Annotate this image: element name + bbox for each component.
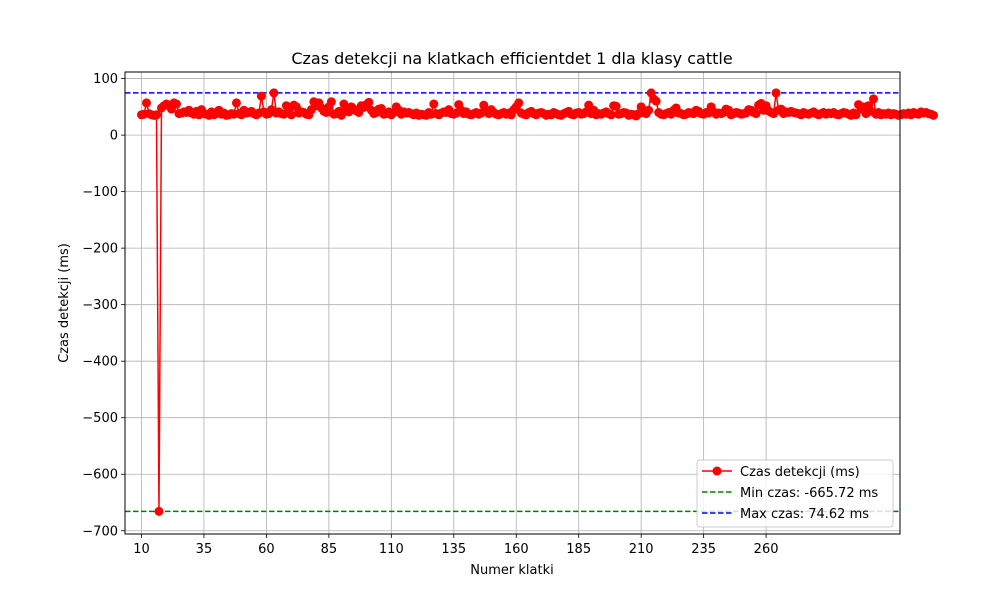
data-point xyxy=(279,109,289,119)
y-tick-label: 0 xyxy=(110,129,118,144)
y-tick-label: −200 xyxy=(82,242,118,257)
data-point xyxy=(869,94,879,104)
x-tick-label: 235 xyxy=(691,542,716,557)
x-tick-label: 260 xyxy=(754,542,779,557)
data-point xyxy=(154,506,164,516)
x-axis-label: Numer klatki xyxy=(470,563,553,578)
data-point xyxy=(286,110,296,120)
legend-box xyxy=(696,459,894,528)
data-point xyxy=(336,110,346,120)
plot-frame xyxy=(124,71,901,535)
x-tick-label: 85 xyxy=(321,542,338,557)
data-point xyxy=(514,98,524,108)
data-point xyxy=(606,110,616,120)
data-point xyxy=(644,105,654,115)
y-tick-label: −600 xyxy=(82,468,118,483)
legend-max-label: Max czas: 74.62 ms xyxy=(740,507,869,522)
x-tick-label: 135 xyxy=(441,542,466,557)
x-tick-label: 160 xyxy=(504,542,529,557)
legend-series-marker xyxy=(712,466,722,476)
data-point xyxy=(256,91,266,101)
data-point xyxy=(651,96,661,106)
data-point xyxy=(171,99,181,109)
data-point xyxy=(231,98,241,108)
y-tick-label: −300 xyxy=(82,298,118,313)
data-point xyxy=(364,97,374,107)
data-point xyxy=(611,101,621,111)
legend: Czas detekcji (ms) Min czas: -665.72 ms … xyxy=(696,459,894,528)
data-point xyxy=(269,88,279,98)
x-tick-label: 10 xyxy=(133,542,150,557)
x-tick-label: 60 xyxy=(258,542,275,557)
y-axis-label: Czas detekcji (ms) xyxy=(57,243,72,363)
x-tick-label: 210 xyxy=(629,542,654,557)
y-tick-label: −100 xyxy=(82,185,118,200)
chart-title: Czas detekcji na klatkach efficientdet 1… xyxy=(291,49,732,68)
y-tick-label: 100 xyxy=(93,72,118,87)
data-point xyxy=(326,97,336,107)
data-point xyxy=(771,88,781,98)
reference-lines xyxy=(125,92,900,513)
y-tick-label: −700 xyxy=(82,524,118,539)
data-point xyxy=(151,110,161,120)
series-layer xyxy=(136,88,938,516)
x-tick-label: 110 xyxy=(379,542,404,557)
legend-series-label: Czas detekcji (ms) xyxy=(740,465,860,480)
y-tick-label: −500 xyxy=(82,411,118,426)
data-point xyxy=(928,110,938,120)
data-point xyxy=(751,109,761,119)
y-axis-ticks: 100 0 −100 −200 −300 −400 −500 −600 −700 xyxy=(82,72,125,539)
data-point xyxy=(429,99,439,109)
y-tick-label: −400 xyxy=(82,355,118,370)
x-tick-label: 185 xyxy=(566,542,591,557)
legend-min-label: Min czas: -665.72 ms xyxy=(740,486,878,501)
x-axis-ticks: 10 35 60 85 110 135 160 185 210 235 260 xyxy=(133,534,779,557)
x-tick-label: 35 xyxy=(196,542,213,557)
data-point xyxy=(141,98,151,108)
